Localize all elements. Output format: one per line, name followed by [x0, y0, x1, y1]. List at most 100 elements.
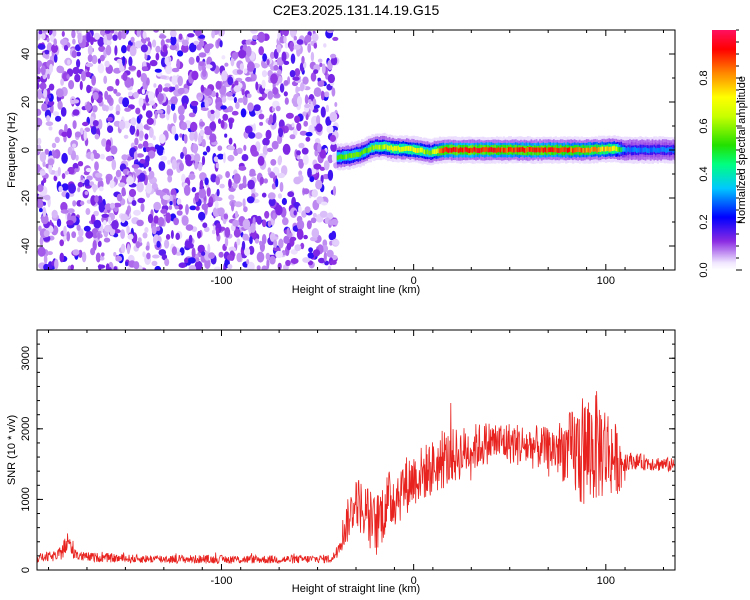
spectrogram-noise-cell — [61, 30, 65, 37]
spectrogram-noise-cell — [135, 241, 141, 249]
spectrogram-noise-cell — [224, 227, 231, 238]
spectrogram-noise-cell — [80, 174, 84, 181]
spectrogram-noise-cell — [155, 189, 163, 196]
spectrogram-noise-cell — [236, 252, 242, 263]
spectrogram-noise-cell — [157, 145, 164, 156]
spectrogram-noise-cell — [269, 255, 276, 265]
spectrogram-noise-cell — [255, 81, 259, 91]
spectrogram-signal-cell — [392, 146, 395, 152]
spectrogram-noise-cell — [243, 206, 248, 213]
spectrogram-y-label: Frequency (Hz) — [6, 112, 18, 188]
spectrogram-signal-cell — [470, 147, 473, 153]
spectrogram-noise-cell — [211, 30, 216, 39]
spectrogram-noise-cell — [215, 176, 220, 186]
spectrogram-noise-cell — [49, 63, 54, 73]
spectrogram-noise-cell — [236, 147, 243, 154]
spectrogram-noise-cell — [60, 209, 69, 214]
spectrogram-noise-cell — [273, 64, 279, 71]
spectrogram-noise-cell — [153, 83, 157, 88]
spectrogram-noise-cell — [243, 68, 248, 74]
spectrogram-noise-cell — [152, 135, 156, 141]
spectrogram-noise-cell — [157, 93, 164, 103]
spectrogram-noise-cell — [43, 230, 50, 238]
spectrogram-noise-cell — [228, 119, 233, 130]
spectrogram-signal-cell — [623, 146, 627, 152]
spectrogram-noise-cell — [303, 120, 309, 127]
spectrogram-noise-cell — [198, 188, 206, 199]
spectrogram-signal-cell — [419, 147, 423, 153]
spectrogram-signal-cell — [348, 152, 352, 158]
spectrogram-noise-cell — [301, 55, 305, 64]
spectrogram-signal-cell — [589, 148, 592, 153]
spectrogram-noise-cell — [204, 43, 211, 54]
spectrogram-noise-cell — [43, 263, 50, 270]
spectrogram-noise-cell — [219, 183, 225, 189]
spectrogram-noise-cell — [67, 208, 75, 214]
snr-panel: -100 0 100 0 1000 2000 3000 Height of straigh… — [6, 329, 676, 595]
spectrogram-noise-cell — [329, 111, 338, 123]
spectrogram-noise-cell — [129, 45, 137, 57]
spectrogram-noise-cell — [256, 215, 262, 225]
snr-y-tick-label: 2000 — [20, 417, 32, 441]
spectrogram-signal-cell — [466, 147, 469, 153]
spectrogram-noise-cell — [242, 218, 251, 230]
spectrogram-x-tick-label: -100 — [210, 275, 232, 287]
spectrogram-signal-cell — [402, 146, 405, 152]
spectrogram-noise-cell — [42, 206, 47, 217]
spectrogram-noise-cell — [204, 99, 209, 109]
spectrogram-noise-cell — [224, 62, 229, 67]
spectrogram-noise-cell — [155, 52, 160, 61]
spectrogram-noise-cell — [239, 63, 244, 71]
spectrogram-noise-cell — [167, 175, 173, 183]
spectrogram-noise-cell — [94, 161, 99, 171]
spectrogram-noise-cell — [37, 66, 41, 75]
spectrogram-noise-cell — [101, 138, 107, 147]
spectrogram-noise-cell — [201, 251, 206, 256]
spectrogram-noise-cell — [332, 36, 339, 41]
spectrogram-noise-cell — [311, 189, 318, 198]
spectrogram-noise-cell — [105, 144, 111, 152]
spectrogram-noise-cell — [214, 109, 220, 119]
spectrogram-noise-cell — [261, 219, 267, 228]
spectrogram-noise-cell — [278, 238, 284, 249]
spectrogram-noise-cell — [319, 62, 323, 67]
spectrogram-noise-cell — [39, 82, 47, 91]
spectrogram-noise-cell — [97, 232, 101, 240]
spectrogram-noise-cell — [297, 87, 302, 92]
spectrogram-signal-cell — [428, 150, 431, 156]
spectrogram-noise-cell — [199, 179, 204, 190]
spectrogram-noise-cell — [183, 184, 191, 196]
spectrogram-signal-cell — [400, 146, 404, 152]
spectrogram-signal-cell — [347, 153, 350, 159]
spectrogram-signal-cell — [644, 147, 647, 152]
spectrogram-noise-cell — [317, 143, 322, 153]
spectrogram-noise-cell — [303, 234, 308, 240]
spectrogram-plot-area — [37, 30, 675, 270]
spectrogram-noise-cell — [151, 260, 158, 266]
spectrogram-signal-cell — [556, 148, 559, 153]
spectrogram-noise-cell — [214, 266, 222, 270]
spectrogram-noise-cell — [169, 44, 177, 51]
colorbar-tick-label: 0.0 — [698, 262, 710, 277]
spectrogram-noise-cell — [56, 218, 62, 227]
spectrogram-signal-cell — [592, 146, 596, 152]
spectrogram-signal-cell — [630, 147, 634, 153]
spectrogram-signal-cell — [532, 147, 535, 153]
spectrogram-noise-cell — [289, 30, 297, 38]
spectrogram-noise-cell — [37, 108, 42, 116]
spectrogram-noise-cell — [308, 99, 312, 104]
spectrogram-noise-cell — [94, 195, 99, 203]
spectrogram-noise-cell — [188, 265, 197, 270]
spectrogram-noise-cell — [149, 127, 154, 139]
spectrogram-noise-cell — [243, 44, 248, 52]
spectrogram-noise-cell — [71, 143, 77, 148]
spectrogram-noise-cell — [74, 168, 78, 173]
spectrogram-noise-cell — [128, 65, 137, 71]
spectrogram-noise-cell — [107, 116, 113, 122]
spectrogram-signal-cell — [520, 147, 523, 152]
spectrogram-noise-cell — [219, 40, 223, 48]
spectrogram-signal-cell — [546, 148, 549, 153]
spectrogram-noise-cell — [37, 184, 44, 193]
spectrogram-noise-cell — [265, 129, 272, 140]
spectrogram-noise-cell — [168, 205, 173, 210]
